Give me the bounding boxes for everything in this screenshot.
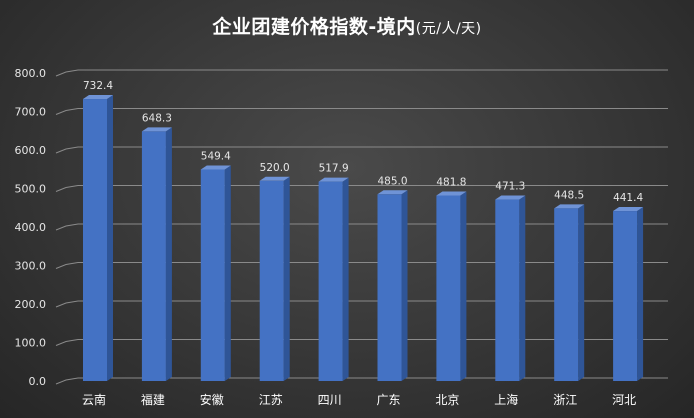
data-labels: 732.4 648.3 549.4 520.0 517.9 485.0 481.8 471.3…	[83, 80, 643, 204]
bar-side	[460, 191, 467, 381]
x-category-label: 福建	[141, 392, 165, 407]
bar-top	[377, 190, 408, 195]
bar-side	[637, 207, 644, 381]
y-tick-label: 700.0	[15, 106, 47, 119]
bar-front	[436, 195, 461, 381]
bar-side	[342, 177, 349, 381]
bar-side	[578, 204, 585, 381]
bar-side	[401, 190, 408, 381]
data-label: 441.4	[613, 192, 643, 204]
bar-front	[377, 194, 402, 381]
data-label: 481.8	[436, 177, 466, 189]
bar-front	[141, 131, 166, 381]
bar	[318, 177, 349, 381]
data-label: 471.3	[495, 181, 525, 193]
x-category-label: 四川	[318, 393, 342, 407]
bar-top	[200, 165, 231, 170]
bar-side	[224, 165, 231, 381]
bar	[377, 190, 408, 381]
x-category-label: 云南	[82, 392, 106, 407]
gridline	[55, 223, 668, 231]
bar	[259, 176, 290, 381]
bar-top	[554, 204, 585, 209]
bar-front	[318, 181, 343, 381]
chart-title: 企业团建价格指数-境内(元/人/天)	[0, 12, 694, 39]
x-category-label: 北京	[435, 393, 459, 407]
x-category-label: 江苏	[259, 393, 283, 407]
x-category-label: 上海	[494, 392, 518, 407]
x-category-label: 河北	[612, 393, 636, 407]
bar-side	[283, 176, 290, 381]
bar-front	[495, 199, 520, 381]
bar-front	[200, 169, 225, 381]
x-category-label: 广东	[376, 393, 400, 407]
chart-title-unit: (元/人/天)	[415, 21, 482, 37]
bar-top	[141, 127, 172, 132]
bar-front	[83, 99, 107, 381]
gridline	[55, 69, 668, 77]
gridline	[55, 377, 668, 385]
bar	[613, 207, 644, 381]
bars	[83, 95, 644, 381]
y-axis-tick-labels: 0.0 100.0 200.0 300.0 400.0 500.0 600.0 700.0 80…	[15, 67, 47, 388]
gridline	[55, 146, 668, 154]
gridline	[55, 300, 668, 308]
bar-front	[259, 180, 284, 381]
data-label: 520.0	[260, 162, 290, 174]
gridline	[55, 262, 668, 269]
data-label: 732.4	[83, 80, 113, 92]
y-tick-label: 400.0	[15, 221, 47, 234]
data-label: 485.0	[377, 175, 407, 187]
bar-side	[519, 195, 526, 381]
y-tick-label: 600.0	[15, 144, 47, 157]
bar-top	[436, 191, 467, 196]
data-label: 648.3	[142, 112, 172, 124]
y-tick-label: 500.0	[15, 183, 47, 196]
data-label: 549.4	[201, 150, 231, 162]
y-tick-label: 0.0	[29, 375, 47, 388]
bar-front	[613, 211, 638, 381]
bar-top	[259, 176, 290, 181]
bar	[200, 165, 231, 381]
data-label: 448.5	[554, 189, 584, 201]
bar	[141, 127, 172, 381]
y-tick-label: 300.0	[15, 260, 47, 273]
bar-top	[83, 95, 113, 100]
data-label: 517.9	[319, 163, 349, 175]
y-tick-label: 200.0	[15, 298, 47, 311]
bar	[554, 204, 585, 381]
y-tick-label: 100.0	[15, 337, 47, 350]
bar-front	[554, 208, 579, 381]
chart-title-text: 企业团建价格指数-境内	[212, 16, 416, 38]
bar-top	[318, 177, 349, 182]
x-category-label: 安徽	[200, 392, 224, 407]
y-tick-label: 800.0	[15, 67, 47, 80]
bar-side	[165, 127, 172, 381]
gridline	[55, 339, 668, 346]
bar-top	[495, 195, 526, 200]
x-axis-category-labels: 云南 福建 安徽 江苏 四川 广东 北京 上海 浙江 河北	[82, 392, 636, 407]
gridline	[55, 185, 668, 192]
bar-top	[613, 207, 644, 212]
bar	[495, 195, 526, 381]
bar-side	[107, 95, 113, 381]
gridlines	[55, 69, 668, 385]
gridline	[55, 108, 668, 115]
x-category-label: 浙江	[553, 393, 577, 407]
bar	[83, 95, 113, 381]
bar	[436, 191, 467, 381]
